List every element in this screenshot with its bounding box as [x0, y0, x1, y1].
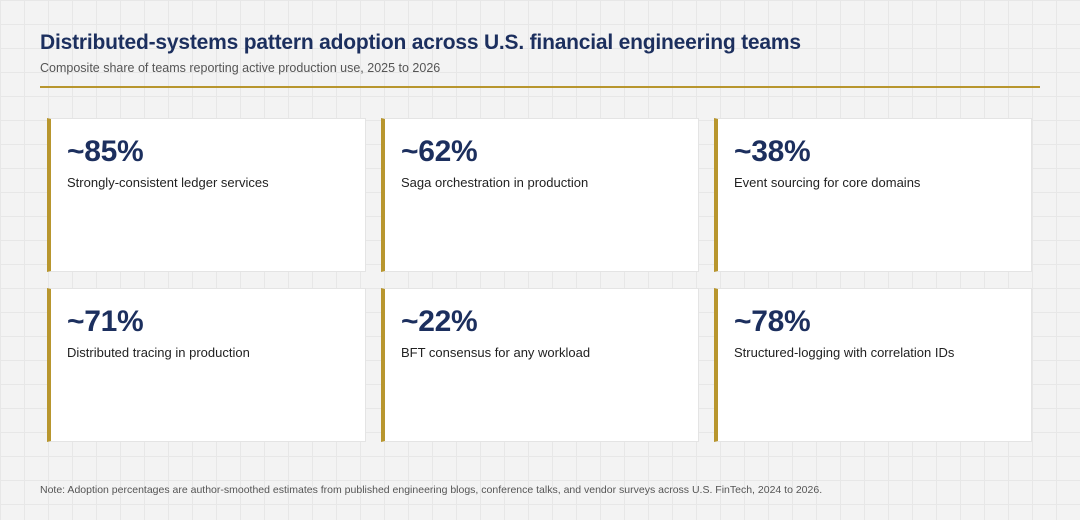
stat-card-value: ~71%	[67, 305, 144, 338]
stat-card-structured-logging: ~78% Structured-logging with correlation…	[714, 288, 1032, 442]
stat-card-distributed-tracing: ~71% Distributed tracing in production	[47, 288, 366, 442]
stat-card-label: Distributed tracing in production	[67, 345, 250, 360]
stat-card-bft-consensus: ~22% BFT consensus for any workload	[381, 288, 699, 442]
stat-card-label: Structured-logging with correlation IDs	[734, 345, 955, 360]
stat-card-event-sourcing: ~38% Event sourcing for core domains	[714, 118, 1032, 272]
stat-card-label: Saga orchestration in production	[401, 175, 589, 190]
stat-card-ledger-services: ~85% Strongly-consistent ledger services	[47, 118, 366, 272]
stat-card-label: Strongly-consistent ledger services	[67, 175, 269, 190]
stat-card-value: ~22%	[401, 305, 478, 338]
header-divider	[40, 86, 1040, 88]
source-note: Note: Adoption percentages are author-sm…	[40, 484, 823, 496]
stat-card-label: BFT consensus for any workload	[401, 345, 591, 360]
stat-card-grid: ~85% Strongly-consistent ledger services…	[47, 118, 1032, 442]
chart-subtitle: Composite share of teams reporting activ…	[40, 61, 441, 75]
stat-card-saga-orchestration: ~62% Saga orchestration in production	[381, 118, 699, 272]
chart-header: Distributed-systems pattern adoption acr…	[40, 28, 1040, 77]
stat-card-value: ~85%	[67, 135, 144, 168]
stat-card-value: ~78%	[734, 305, 811, 338]
stat-card-value: ~38%	[734, 135, 811, 168]
stat-card-label: Event sourcing for core domains	[734, 175, 921, 190]
chart-title: Distributed-systems pattern adoption acr…	[40, 31, 801, 54]
stat-card-value: ~62%	[401, 135, 478, 168]
